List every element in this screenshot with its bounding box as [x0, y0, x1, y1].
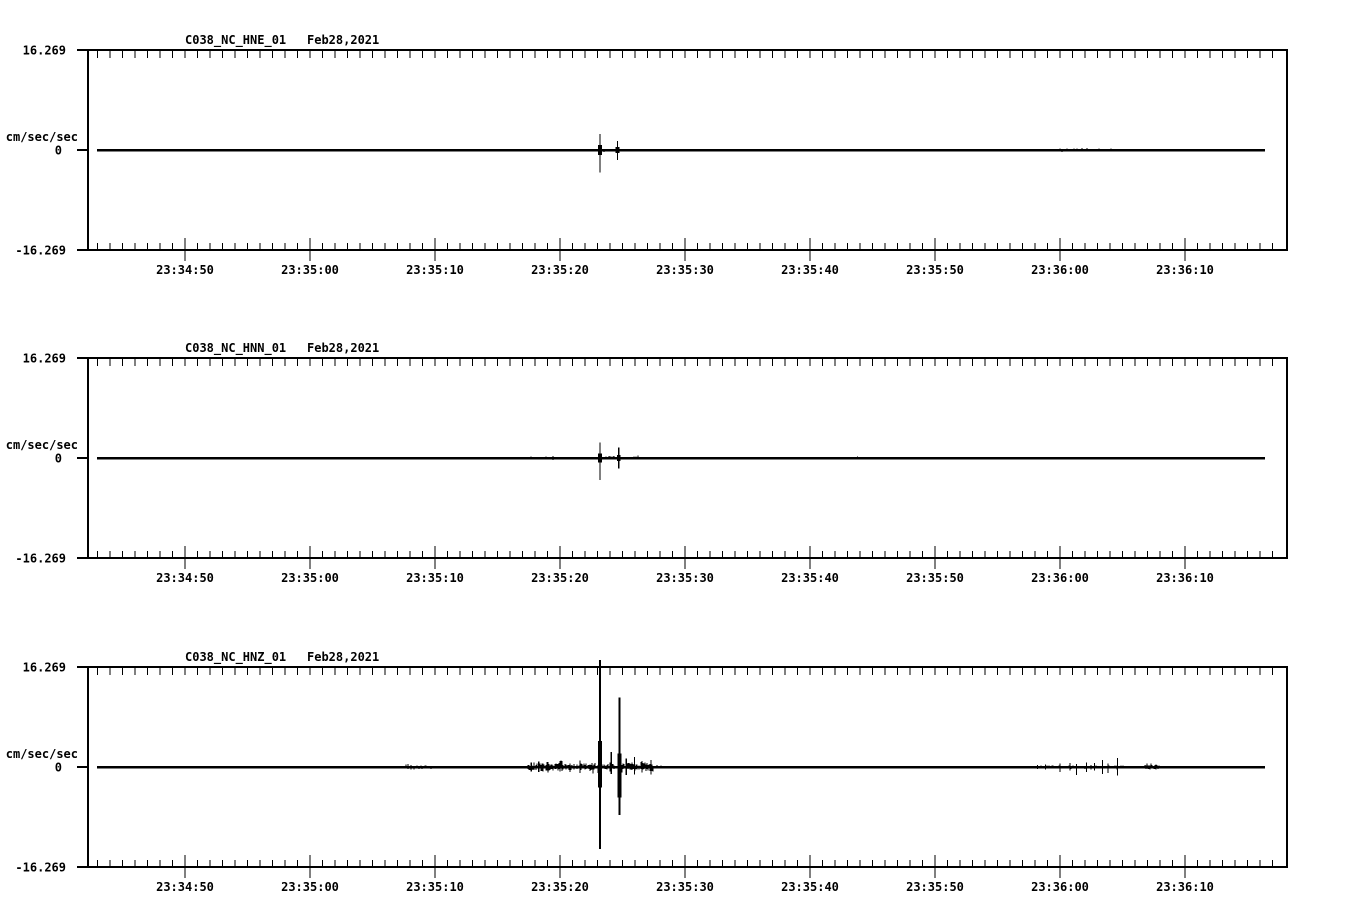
trace-noise	[603, 456, 617, 459]
trace-noise	[114, 149, 139, 152]
y-max-label: 16.269	[23, 661, 66, 675]
trace-noise	[403, 764, 432, 770]
y-min-label: -16.269	[15, 552, 66, 566]
trace-noise	[603, 149, 610, 152]
x-tick-label: 23:36:00	[1031, 880, 1089, 894]
trace-noise	[1058, 148, 1117, 153]
x-tick-label: 23:34:50	[156, 263, 214, 277]
y-min-label: -16.269	[15, 244, 66, 258]
y-zero-label: 0	[55, 452, 62, 466]
x-tick-label: 23:35:20	[531, 880, 589, 894]
panel-date: Feb28,2021	[307, 33, 379, 47]
x-tick-label: 23:35:20	[531, 571, 589, 585]
trace-noise	[623, 149, 633, 152]
trace-noise	[529, 456, 536, 460]
x-tick-label: 23:36:00	[1031, 263, 1089, 277]
x-tick-label: 23:35:50	[906, 571, 964, 585]
x-tick-label: 23:36:10	[1156, 880, 1214, 894]
x-tick-label: 23:35:40	[781, 263, 839, 277]
trace-noise	[632, 455, 641, 460]
y-units-label: cm/sec/sec	[6, 747, 78, 761]
y-units-label: cm/sec/sec	[6, 438, 78, 452]
panel-hnn: C038_NC_HNN_01 Feb28,2021 16.269 cm/sec/sec…	[6, 341, 1288, 585]
x-tick-label: 23:35:10	[406, 880, 464, 894]
x-tick-label: 23:35:30	[656, 571, 714, 585]
x-tick-label: 23:35:40	[781, 571, 839, 585]
x-tick-label: 23:35:20	[531, 263, 589, 277]
x-tick-label: 23:35:10	[406, 571, 464, 585]
y-zero-label: 0	[55, 144, 62, 158]
y-min-label: -16.269	[15, 861, 66, 875]
y-max-label: 16.269	[23, 352, 66, 366]
y-zero-label: 0	[55, 761, 62, 775]
x-tick-label: 23:35:00	[281, 263, 339, 277]
x-tick-label: 23:36:00	[1031, 571, 1089, 585]
trace-noise	[652, 765, 662, 769]
x-tick-label: 23:35:00	[281, 571, 339, 585]
y-units-label: cm/sec/sec	[6, 130, 78, 144]
x-tick-label: 23:34:50	[156, 880, 214, 894]
second-ticks	[97, 667, 1273, 867]
trace-noise	[601, 762, 615, 772]
panel-date: Feb28,2021	[307, 650, 379, 664]
x-tick-label: 23:35:50	[906, 880, 964, 894]
x-tick-label: 23:36:10	[1156, 571, 1214, 585]
panel-title: C038_NC_HNZ_01	[185, 650, 286, 665]
panel-hne: C038_NC_HNE_01 Feb28,2021 16.269 cm/sec/sec…	[6, 33, 1288, 277]
x-tick-label: 23:36:10	[1156, 263, 1214, 277]
panel-date: Feb28,2021	[307, 341, 379, 355]
x-tick-label: 23:35:40	[781, 880, 839, 894]
trace-noise	[1144, 763, 1160, 770]
panel-title: C038_NC_HNN_01	[185, 341, 286, 356]
x-tick-label: 23:34:50	[156, 571, 214, 585]
panel-title: C038_NC_HNE_01	[185, 33, 286, 48]
x-tick-label: 23:35:00	[281, 880, 339, 894]
panel-hnz: C038_NC_HNZ_01 Feb28,2021 16.269 cm/sec/sec…	[6, 650, 1288, 894]
x-tick-label: 23:35:30	[656, 263, 714, 277]
second-ticks	[97, 358, 1273, 558]
x-tick-label: 23:35:30	[656, 880, 714, 894]
x-tick-label: 23:35:50	[906, 263, 964, 277]
x-tick-label: 23:35:10	[406, 263, 464, 277]
y-max-label: 16.269	[23, 44, 66, 58]
trace-noise	[545, 456, 554, 460]
